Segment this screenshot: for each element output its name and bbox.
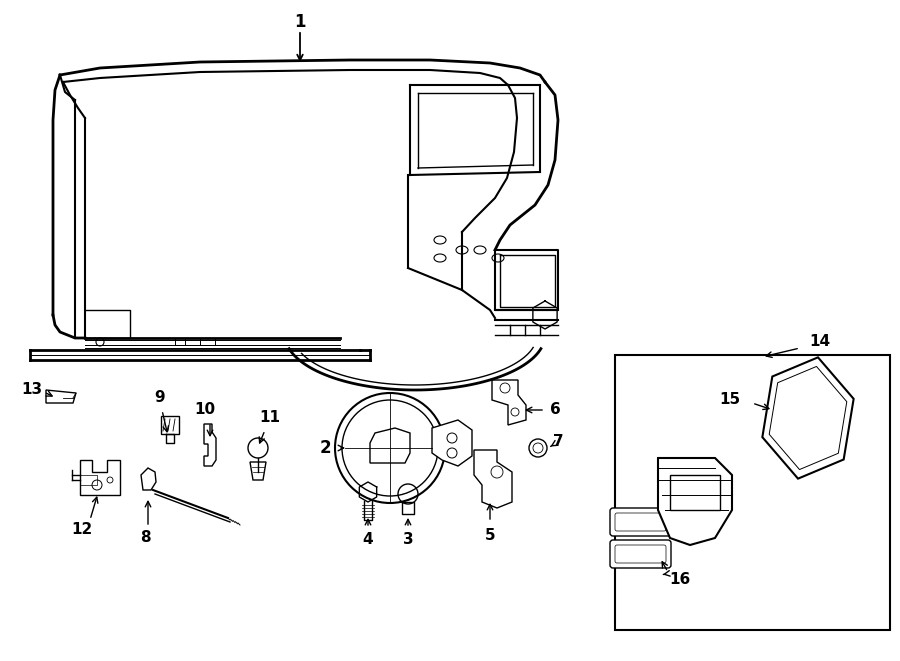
Polygon shape [141,468,156,490]
Ellipse shape [434,254,446,262]
Text: 2: 2 [320,439,331,457]
Polygon shape [474,450,512,508]
Text: 4: 4 [363,533,374,547]
Ellipse shape [492,254,504,262]
Polygon shape [492,380,526,425]
Text: 11: 11 [259,410,281,426]
Text: 9: 9 [155,391,166,405]
Polygon shape [370,428,410,463]
Text: 16: 16 [670,572,690,588]
Ellipse shape [434,236,446,244]
Text: 1: 1 [294,13,306,31]
Text: 14: 14 [809,334,831,350]
Text: 3: 3 [402,533,413,547]
Polygon shape [762,358,854,479]
FancyBboxPatch shape [610,540,671,568]
Polygon shape [204,424,216,466]
Text: 5: 5 [485,527,495,543]
Polygon shape [80,460,120,495]
Polygon shape [250,462,266,480]
Polygon shape [658,458,732,545]
FancyBboxPatch shape [615,545,666,563]
Bar [615,355,890,630]
Text: 13: 13 [22,383,42,397]
Text: 12: 12 [71,522,93,537]
Text: 7: 7 [553,434,563,449]
Polygon shape [770,366,847,469]
Text: 8: 8 [140,531,150,545]
FancyBboxPatch shape [610,508,671,536]
Polygon shape [670,475,720,510]
Polygon shape [161,416,179,434]
Text: 15: 15 [719,393,741,407]
FancyBboxPatch shape [615,513,666,531]
Ellipse shape [456,246,468,254]
Text: 6: 6 [550,403,561,418]
Ellipse shape [474,246,486,254]
Text: 10: 10 [194,403,216,418]
Polygon shape [46,390,76,403]
Polygon shape [432,420,472,466]
